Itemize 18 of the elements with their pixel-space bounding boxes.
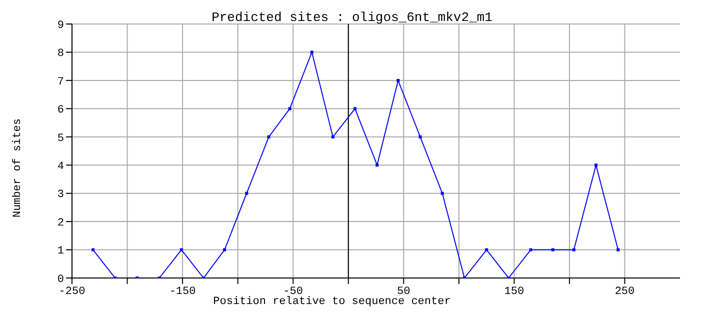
y-axis-title: Number of sites (12, 118, 24, 218)
x-tick-label: 250 (614, 286, 635, 298)
x-tick-label: -150 (169, 286, 196, 298)
y-tick-label: 9 (57, 20, 64, 32)
x-tick-label: -250 (58, 286, 86, 298)
y-tick-label: 6 (57, 104, 64, 117)
x-axis-title: Position relative to sequence center (213, 296, 451, 308)
y-tick-label: 0 (57, 274, 64, 286)
x-tick-label: 50 (397, 286, 410, 298)
y-tick-label: 2 (57, 217, 64, 230)
y-tick-label: 1 (57, 246, 64, 258)
x-tick-label: 150 (504, 286, 524, 298)
y-tick-label: 8 (57, 48, 64, 60)
y-tick-label: 3 (57, 189, 64, 202)
chart-title: Predicted sites : oligos_6nt_mkv2_m1 (212, 10, 492, 25)
y-tick-label: 5 (57, 132, 64, 145)
y-tick-label: 4 (57, 161, 64, 174)
y-tick-label: 7 (57, 76, 64, 88)
